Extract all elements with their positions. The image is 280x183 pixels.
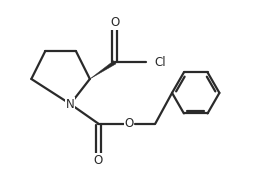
Text: O: O xyxy=(110,16,120,29)
Text: O: O xyxy=(110,16,120,29)
Text: Cl: Cl xyxy=(154,56,165,69)
Text: O: O xyxy=(124,117,134,130)
Text: O: O xyxy=(94,154,103,167)
Text: N: N xyxy=(66,98,75,111)
Text: Cl: Cl xyxy=(154,56,165,69)
Polygon shape xyxy=(90,61,116,79)
Text: O: O xyxy=(94,154,103,167)
Text: N: N xyxy=(66,98,75,111)
Text: O: O xyxy=(124,117,134,130)
